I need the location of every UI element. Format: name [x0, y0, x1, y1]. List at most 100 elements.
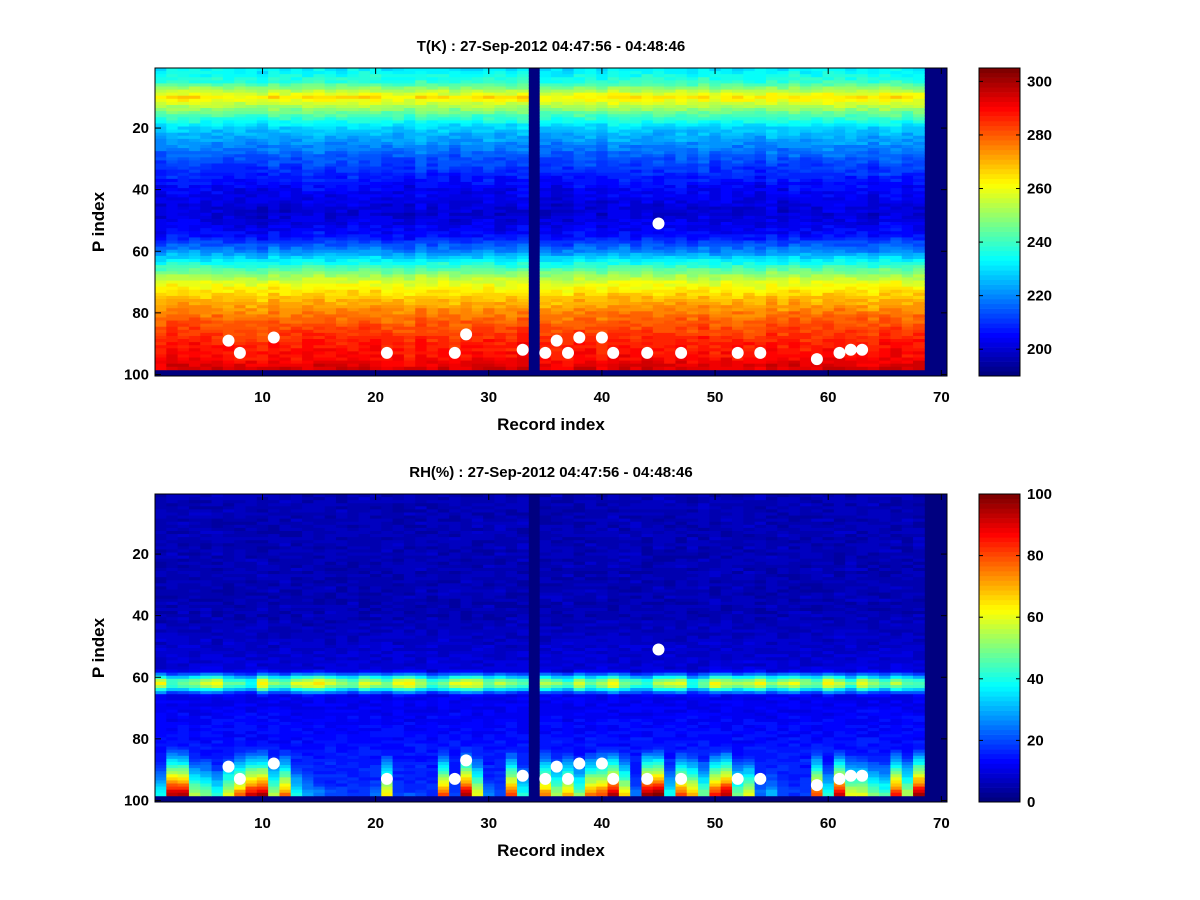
- heatmap-cell: [256, 252, 269, 257]
- heatmap-cell: [551, 314, 563, 318]
- heatmap-cell: [347, 329, 360, 334]
- heatmap-cell: [641, 231, 654, 235]
- heatmap-cell: [177, 83, 190, 87]
- heatmap-cell: [675, 283, 688, 288]
- heatmap-cell: [369, 92, 382, 97]
- heatmap-cell: [177, 280, 190, 284]
- heatmap-cell: [596, 243, 608, 248]
- heatmap-cell: [630, 351, 642, 355]
- heatmap-cell: [358, 163, 371, 167]
- heatmap-cell: [324, 360, 337, 365]
- heatmap-cell: [720, 342, 733, 346]
- heatmap-cell: [222, 138, 235, 143]
- heatmap-cell: [369, 283, 382, 288]
- heatmap-cell: [584, 138, 597, 143]
- heatmap-cell: [505, 323, 518, 328]
- heatmap-cell: [234, 305, 246, 309]
- heatmap-cell: [392, 148, 405, 152]
- heatmap-cell: [720, 111, 733, 115]
- heatmap-cell: [686, 117, 699, 121]
- heatmap-cell: [517, 80, 529, 84]
- heatmap-cell: [347, 141, 360, 146]
- heatmap-cell: [188, 246, 201, 251]
- heatmap-cell: [426, 314, 439, 318]
- heatmap-cell: [177, 181, 190, 186]
- heatmap-cell: [155, 185, 167, 189]
- heatmap-cell: [551, 206, 563, 211]
- heatmap-cell: [403, 258, 416, 263]
- heatmap-cell: [517, 215, 529, 220]
- heatmap-cell: [732, 98, 744, 103]
- heatmap-cell: [460, 191, 473, 195]
- heatmap-cell: [584, 123, 597, 127]
- heatmap-cell: [415, 206, 427, 211]
- heatmap-cell: [698, 80, 710, 84]
- heatmap-cell: [347, 178, 360, 183]
- heatmap-cell: [234, 114, 246, 118]
- heatmap-cell: [505, 292, 518, 297]
- heatmap-cell: [652, 292, 665, 297]
- heatmap-cell: [652, 320, 665, 325]
- heatmap-cell: [471, 317, 484, 321]
- heatmap-cell: [200, 111, 212, 115]
- heatmap-cell: [166, 166, 179, 171]
- heatmap-cell: [664, 305, 676, 309]
- heatmap-cell: [369, 181, 382, 186]
- heatmap-cell: [584, 320, 597, 325]
- heatmap-cell: [698, 138, 710, 143]
- heatmap-cell: [641, 138, 654, 143]
- heatmap-cell: [562, 326, 575, 331]
- heatmap-cell: [437, 98, 450, 103]
- heatmap-cell: [686, 228, 699, 232]
- heatmap-cell: [709, 200, 722, 204]
- heatmap-cell: [336, 200, 348, 204]
- heatmap-cell: [460, 339, 473, 343]
- heatmap-cell: [347, 157, 360, 161]
- heatmap-cell: [336, 249, 348, 254]
- heatmap-cell: [437, 181, 450, 186]
- heatmap-cell: [302, 203, 314, 207]
- heatmap-cell: [200, 222, 212, 226]
- heatmap-cell: [539, 265, 552, 269]
- heatmap-cell: [551, 262, 563, 266]
- heatmap-cell: [596, 280, 608, 284]
- heatmap-cell: [505, 114, 518, 118]
- heatmap-cell: [369, 178, 382, 183]
- heatmap-cell: [539, 268, 552, 272]
- heatmap-cell: [268, 123, 280, 127]
- heatmap-cell: [607, 360, 620, 365]
- heatmap-cell: [494, 320, 507, 325]
- heatmap-cell: [698, 191, 710, 195]
- heatmap-cell: [686, 299, 699, 303]
- heatmap-cell: [562, 92, 575, 97]
- heatmap-cell: [483, 317, 495, 321]
- heatmap-cell: [584, 317, 597, 321]
- heatmap-cell: [234, 280, 246, 284]
- heatmap-cell: [437, 178, 450, 183]
- heatmap-cell: [392, 317, 405, 321]
- heatmap-cell: [166, 83, 179, 87]
- heatmap-cell: [268, 74, 280, 78]
- heatmap-cell: [539, 157, 552, 161]
- heatmap-cell: [652, 175, 665, 180]
- heatmap-cell: [664, 265, 676, 269]
- heatmap-cell: [720, 129, 733, 134]
- heatmap-cell: [347, 277, 360, 281]
- heatmap-cell: [437, 145, 450, 149]
- heatmap-cell: [290, 188, 303, 192]
- heatmap-cell: [720, 299, 733, 303]
- heatmap-cell: [268, 178, 280, 183]
- heatmap-cell: [381, 120, 393, 124]
- heatmap-cell: [234, 234, 246, 238]
- heatmap-cell: [720, 101, 733, 106]
- heatmap-cell: [268, 95, 280, 100]
- heatmap-cell: [675, 335, 688, 340]
- heatmap-cell: [188, 129, 201, 134]
- heatmap-cell: [426, 292, 439, 297]
- heatmap-cell: [369, 188, 382, 192]
- heatmap-cell: [652, 305, 665, 309]
- heatmap-cell: [437, 348, 450, 352]
- heatmap-cell: [155, 308, 167, 312]
- heatmap-cell: [652, 95, 665, 100]
- heatmap-cell: [347, 83, 360, 87]
